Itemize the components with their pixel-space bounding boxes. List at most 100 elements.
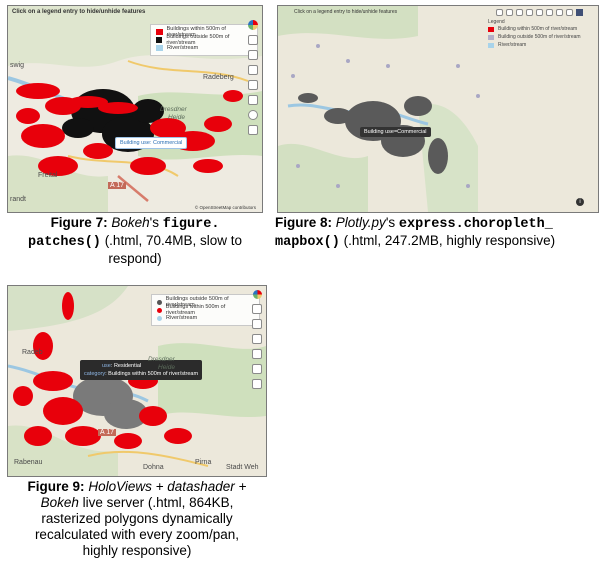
figure7-place-label: swig [10,62,25,69]
figure9-tooltip-key: use [102,363,111,369]
lavender-swatch-icon [488,34,494,40]
figure7-legend-label: River/stream [167,45,199,51]
figure9-legend-label: River/stream [166,315,198,321]
figure8-buildings [298,93,448,174]
figure8-legend-item-outside[interactable]: Building outside 500m of river/stream [488,33,581,41]
figure9-caption-line1: Figure 9: HoloViews + datashader + [8,479,266,495]
figure7-hint-text: Click on a legend entry to hide/unhide f… [12,9,146,15]
figure7-caption-detail: (.html, 70.4MB, slow to respond) [104,233,242,266]
figure8-caption-poss: 's [385,215,396,230]
figure9-tooltip-key: category [84,371,106,377]
figure8-scattered-buildings [291,44,480,188]
figure8-tooltip: Building use=Commercial [360,127,431,137]
pan-tool-icon[interactable] [252,304,262,314]
reset-icon[interactable] [556,9,563,16]
figure7-legend[interactable]: Buildings within 500m of river/stream Bu… [150,24,258,56]
figure9-legend-item-river[interactable]: River/stream [157,314,254,322]
figure8-caption: Figure 8: Plotly.py's express.choropleth… [275,215,597,251]
figure8-map-panel[interactable]: Click on a legend entry to hide/unhide f… [277,5,599,213]
box-select-icon[interactable] [516,9,523,16]
plotly-logo-icon [576,9,583,16]
pan-tool-icon[interactable] [248,35,258,45]
figure7-legend-item-outside[interactable]: Buildings outside 500m of river/stream [156,34,252,46]
figure9-place-label: Dohna [143,464,164,471]
red-dot-icon [157,307,162,313]
zoom-tool-icon[interactable] [252,319,262,329]
zoom-in-icon[interactable] [536,9,543,16]
figure9-buildings-within [13,292,192,449]
figure7-caption-poss: 's [149,215,159,230]
blue-swatch-icon [156,45,163,51]
figure7-caption-label: Figure 7: [50,215,108,230]
figure7-place-label: Dresdner [160,106,187,113]
pan-icon[interactable] [506,9,513,16]
figure7-legend-label: Buildings within 500m of river/stream [166,26,226,38]
figure7-place-label: randt [10,196,26,203]
figure8-caption-detail: (.html, 247.2MB, highly responsive) [343,233,556,248]
bokeh-logo-icon [248,20,258,30]
figure7-caption: Figure 7: Bokeh's figure. patches() (.ht… [12,215,258,267]
figure9-buildings-outside [73,376,148,429]
figure8-modebar[interactable] [496,9,583,16]
figure9-place-label: A 17 [98,429,117,436]
figure9-place-label: Radeb [22,349,43,356]
figure9-legend-item-within[interactable]: Buildings within 500m of river/stream [157,304,254,316]
zoom-tool-icon[interactable] [248,50,258,60]
blue-dot-icon [157,315,162,321]
figure9-caption: Figure 9: HoloViews + datashader + Bokeh… [8,479,266,559]
figure9-place-label: Pirna [195,459,212,466]
red-swatch-icon [488,26,494,32]
figure8-caption-label: Figure 8: [275,215,333,230]
figure7-legend-item-river[interactable]: River/stream [156,44,252,52]
figure8-caption-code: express.choropleth_ mapbox() [275,217,553,250]
figure8-map-canvas[interactable] [278,6,598,212]
blue-swatch-icon [488,42,494,48]
figure8-legend[interactable]: Legend Building within 500m of river/str… [488,19,581,49]
red-swatch-icon [156,29,163,35]
camera-icon[interactable] [496,9,503,16]
figure7-place-label: Radeberg [203,74,234,81]
reset-tool-icon[interactable] [248,95,258,105]
lasso-icon[interactable] [526,9,533,16]
figure8-legend-item-river[interactable]: River/stream [488,41,581,49]
hover-tool-icon[interactable] [248,125,258,135]
hover-tool-icon[interactable] [252,379,262,389]
wheel-zoom-tool-icon[interactable] [248,65,258,75]
figure9-tooltip-row: category: Buildings within 500m of river… [84,371,199,377]
box-zoom-tool-icon[interactable] [252,349,262,359]
figure9-toolbar[interactable] [252,290,262,389]
box-zoom-tool-icon[interactable] [248,80,258,90]
figure9-place-label: Stadt Weh [226,464,259,471]
figure8-legend-label: Building outside 500m of river/stream [498,34,581,40]
figure7-toolbar[interactable] [248,20,258,135]
hover-icon[interactable] [566,9,573,16]
figure7-caption-lib: Bokeh [111,215,150,230]
figure7-attribution: © OpenStreetMap contributors [194,205,256,210]
info-icon[interactable]: i [576,198,584,206]
figure9-legend-item-outside[interactable]: Buildings outside 500m of river/stream [157,296,254,308]
figure9-caption-text: HoloViews + datashader + [88,479,247,494]
figure9-caption-line5: highly responsive) [82,543,192,558]
figure8-legend-title: Legend [488,19,505,25]
figure7-place-label: A 17 [108,182,127,189]
figure7-map-panel[interactable]: Click on a legend entry to hide/unhide f… [7,5,263,213]
figure9-tooltip: use: Residential category: Buildings wit… [80,360,203,380]
wheel-zoom-tool-icon[interactable] [252,334,262,344]
figure7-caption-code: figure. patches() [28,217,220,250]
figure9-caption-line3: rasterized polygons dynamically [41,511,233,526]
figure9-legend[interactable]: Buildings outside 500m of river/stream B… [151,294,260,326]
reset-tool-icon[interactable] [252,364,262,374]
figure9-map-canvas[interactable] [8,286,266,476]
grey-dot-icon [157,299,162,305]
figure9-legend-label: Buildings within 500m of river/stream [165,304,226,316]
zoom-out-icon[interactable] [546,9,553,16]
bokeh-logo-icon [252,290,262,299]
figure9-map-panel[interactable]: Buildings outside 500m of river/stream B… [7,285,267,477]
figure7-place-label: Heide [168,114,185,121]
figure9-caption-line2: Bokeh live server (.html, 864KB, [8,495,266,511]
figure9-place-label: Heide [158,364,175,371]
figure8-legend-item-within[interactable]: Building within 500m of river/stream [488,25,581,33]
figure7-legend-item-within[interactable]: Buildings within 500m of river/stream [156,26,252,38]
figure7-legend-label: Buildings outside 500m of river/stream [166,34,230,46]
help-tool-icon[interactable] [248,110,258,120]
